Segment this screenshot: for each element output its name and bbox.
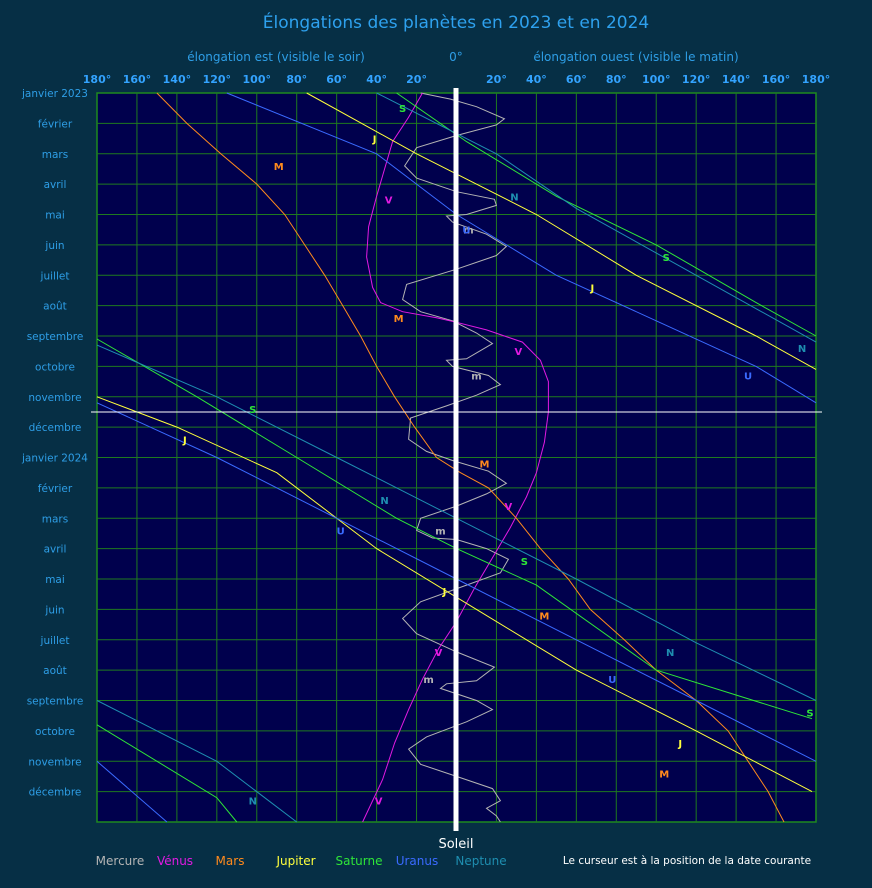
month-label: octobre: [35, 726, 75, 738]
month-labels: janvier 2023 février mars avril mai juin juill…: [21, 88, 88, 799]
x-tick-label: 20°: [486, 73, 507, 86]
chart-title: Élongations des planètes en 2023 et en 2…: [263, 11, 649, 33]
month-label: février: [38, 483, 73, 495]
month-label: avril: [44, 544, 67, 556]
planet-label: V: [505, 502, 513, 513]
sun-label: Soleil: [438, 837, 473, 852]
x-tick-label: 180°: [83, 73, 111, 86]
planet-labels: m m m m V V V V V M M M M M J J J J J S S S S S U U U U N N N N N: [182, 104, 814, 808]
x-tick-label: 180°: [802, 73, 830, 86]
planet-label: V: [375, 797, 383, 808]
month-label: juin: [44, 240, 64, 252]
zero-degree-label: 0°: [449, 50, 463, 64]
month-label: janvier 2024: [21, 453, 88, 465]
planet-label: J: [372, 135, 377, 146]
planet-label: J: [442, 587, 447, 598]
x-tick-label: 40°: [366, 73, 387, 86]
month-label: mars: [42, 149, 68, 161]
planet-label: m: [463, 226, 473, 237]
legend: Mercure Vénus Mars Jupiter Saturne Uranus Nept…: [96, 854, 507, 868]
month-label: septembre: [27, 696, 84, 708]
x-tick-label: 100°: [243, 73, 271, 86]
series-line: [96, 92, 817, 793]
month-label: juin: [44, 604, 64, 616]
x-tick-label: 120°: [203, 73, 231, 86]
planet-label: M: [479, 460, 489, 471]
x-tick-label: 120°: [682, 73, 710, 86]
planet-label: V: [435, 648, 443, 659]
month-label: mai: [45, 210, 65, 222]
planet-label: M: [539, 611, 549, 622]
month-label: août: [43, 301, 67, 313]
series-line: [156, 92, 785, 823]
x-tick-label: 80°: [286, 73, 307, 86]
planet-label: U: [462, 226, 470, 237]
cursor-note: Le curseur est à la position de la date …: [563, 855, 811, 867]
planet-label: S: [663, 253, 670, 264]
x-tick-label: 160°: [123, 73, 151, 86]
planet-label: U: [337, 526, 345, 537]
month-label: août: [43, 665, 67, 677]
planet-label: N: [798, 344, 806, 355]
month-label: octobre: [35, 361, 75, 373]
planet-label: N: [666, 648, 674, 659]
planet-label: N: [380, 496, 388, 507]
planet-label: M: [274, 162, 284, 173]
planet-label: U: [608, 675, 616, 686]
series-line: [362, 92, 549, 823]
series-line: [401, 92, 510, 823]
planet-label: J: [182, 435, 187, 446]
planet-label: J: [677, 739, 682, 750]
month-label: mars: [42, 513, 68, 525]
planet-label: U: [744, 371, 752, 382]
planet-label: J: [589, 283, 594, 294]
planet-label: m: [435, 526, 445, 537]
west-elongation-label: élongation ouest (visible le matin): [533, 50, 738, 64]
month-label: décembre: [29, 422, 82, 434]
planet-label: N: [249, 797, 257, 808]
east-elongation-label: élongation est (visible le soir): [187, 50, 365, 64]
planet-label: S: [521, 557, 528, 568]
month-label: mai: [45, 574, 65, 586]
legend-entry: Saturne: [336, 854, 383, 868]
planet-label: S: [399, 104, 406, 115]
x-tick-label: 40°: [526, 73, 547, 86]
planet-label: M: [659, 769, 669, 780]
x-tick-label: 80°: [606, 73, 627, 86]
month-label: septembre: [27, 331, 84, 343]
legend-entry: Mercure: [96, 854, 145, 868]
x-tick-label: 60°: [326, 73, 347, 86]
planet-label: N: [510, 192, 518, 203]
planet-label: V: [515, 347, 523, 358]
x-tick-label: 160°: [762, 73, 790, 86]
planet-label: m: [471, 371, 481, 382]
x-tick-labels: 180° 160° 140° 120° 100° 80° 60° 40° 20° 20° 40° 60…: [83, 73, 830, 86]
planet-label: m: [423, 675, 433, 686]
x-tick-label: 140°: [163, 73, 191, 86]
x-tick-label: 60°: [566, 73, 587, 86]
sun-line: [453, 88, 459, 831]
planet-label: S: [806, 709, 813, 720]
legend-entry: Vénus: [157, 854, 193, 868]
legend-entry: Neptune: [455, 854, 506, 868]
legend-entry: Mars: [216, 854, 245, 868]
month-label: novembre: [28, 756, 81, 768]
planet-label: S: [249, 405, 256, 416]
legend-entry: Uranus: [396, 854, 439, 868]
month-label: janvier 2023: [21, 88, 88, 100]
month-label: décembre: [29, 787, 82, 799]
month-label: avril: [44, 179, 67, 191]
legend-entry: Jupiter: [275, 854, 315, 868]
x-tick-label: 140°: [722, 73, 750, 86]
planet-label: V: [385, 195, 393, 206]
x-tick-label: 20°: [406, 73, 427, 86]
month-label: février: [38, 118, 73, 130]
planet-label: M: [394, 314, 404, 325]
x-tick-label: 100°: [642, 73, 670, 86]
month-label: juillet: [40, 635, 70, 647]
month-label: juillet: [40, 270, 70, 282]
month-label: novembre: [28, 392, 81, 404]
